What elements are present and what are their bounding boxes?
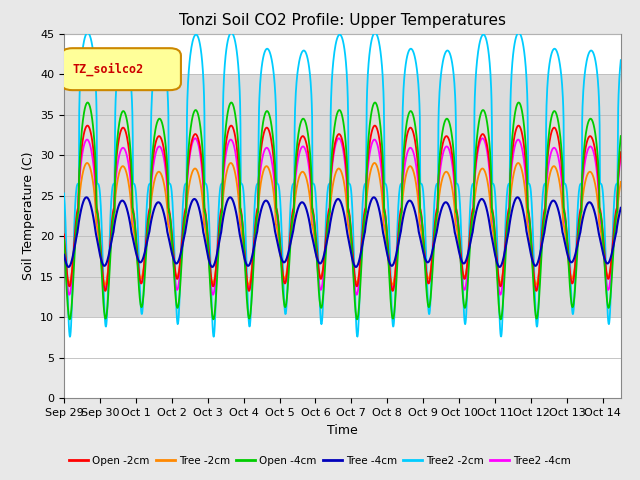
FancyBboxPatch shape [61, 48, 181, 90]
Legend: Open -2cm, Tree -2cm, Open -4cm, Tree -4cm, Tree2 -2cm, Tree2 -4cm: Open -2cm, Tree -2cm, Open -4cm, Tree -4… [65, 452, 575, 470]
Title: Tonzi Soil CO2 Profile: Upper Temperatures: Tonzi Soil CO2 Profile: Upper Temperatur… [179, 13, 506, 28]
Text: TZ_soilco2: TZ_soilco2 [72, 63, 143, 76]
X-axis label: Time: Time [327, 424, 358, 437]
Y-axis label: Soil Temperature (C): Soil Temperature (C) [22, 152, 35, 280]
Bar [64, 74, 621, 317]
